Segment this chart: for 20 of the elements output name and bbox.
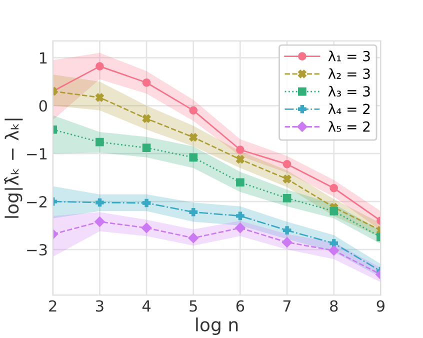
- legend-label: λ₅ = 2: [328, 121, 370, 132]
- x-axis-title: log n: [196, 318, 238, 335]
- x-tick-label: 2: [49, 300, 56, 312]
- legend-label: λ₄ = 2: [328, 103, 370, 114]
- x-tick-label: 5: [190, 300, 197, 312]
- x-tick-label: 4: [142, 300, 151, 312]
- x-tick-label: 8: [330, 300, 338, 312]
- y-axis-title: log|λ̂ₖ − λₖ|: [4, 118, 23, 218]
- y-tick-label: −1: [27, 148, 47, 160]
- legend-label: λ₁ = 3: [328, 50, 370, 62]
- y-tick-label: −3: [27, 244, 47, 256]
- legend-label: λ₂ = 3: [328, 68, 370, 79]
- y-tick-label: 0: [39, 100, 47, 112]
- x-tick-label: 7: [283, 300, 291, 312]
- legend-label: λ₃ = 3: [328, 86, 370, 97]
- y-tick-label: −2: [27, 196, 46, 208]
- x-tick-label: 9: [376, 300, 384, 312]
- x-tick-label: 6: [236, 300, 244, 312]
- y-tick-label: 1: [40, 52, 47, 64]
- x-tick-label: 3: [96, 300, 104, 312]
